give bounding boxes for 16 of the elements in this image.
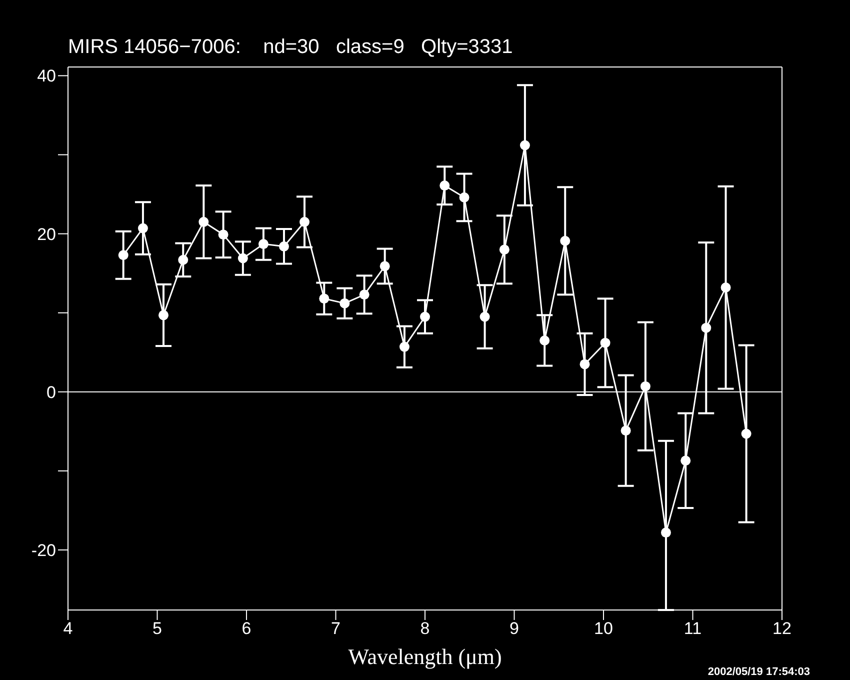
- x-tick-label: 5: [152, 619, 162, 638]
- text: 2002/05/19 17:54:03: [708, 666, 810, 678]
- y-tick-label: 40: [37, 66, 56, 86]
- x-tick-label: 12: [772, 619, 792, 638]
- x-tick-label: 8: [420, 619, 430, 638]
- y-tick-label: 0: [46, 382, 56, 402]
- x-tick-label: 11: [684, 619, 702, 638]
- x-tick-label: 7: [331, 619, 340, 638]
- x-tick-label: 9: [510, 619, 519, 638]
- y-tick-label: -20: [31, 540, 56, 560]
- x-tick-label: 6: [242, 619, 252, 638]
- chart-title: MIRS 14056−7006: nd=30 class=9 Qlty=3331: [68, 36, 513, 59]
- x-axis-title: Wavelength (μm): [348, 644, 502, 669]
- x-tick-label: 4: [63, 619, 73, 638]
- x-tick-label: 10: [594, 619, 613, 638]
- y-tick-label: 20: [37, 224, 56, 244]
